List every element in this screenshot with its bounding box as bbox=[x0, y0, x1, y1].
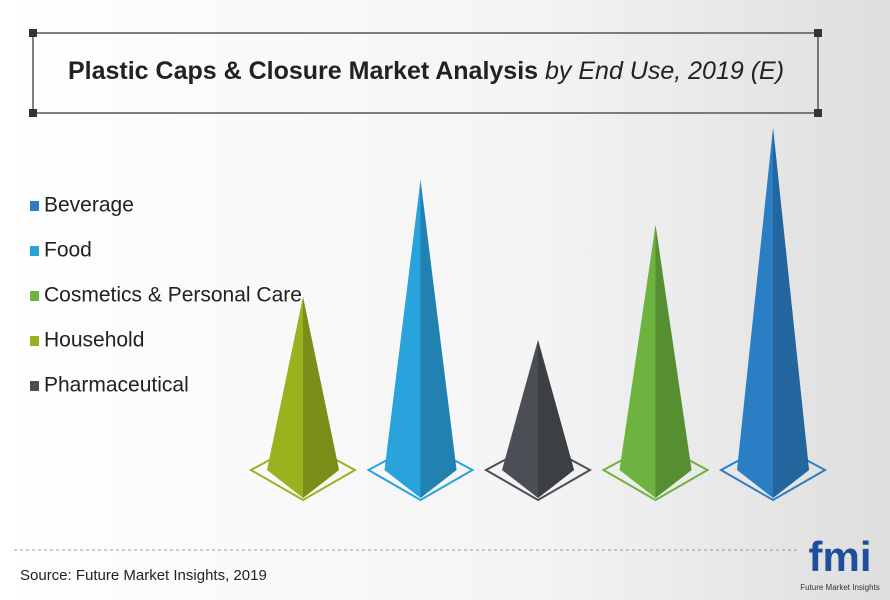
legend-swatch bbox=[30, 201, 39, 211]
source: Source: Future Market Insights, 2019 bbox=[20, 567, 267, 584]
logo: fmi bbox=[809, 533, 872, 580]
chart-subtitle: by End Use, 2019 (E) bbox=[545, 57, 784, 85]
logo-caption: Future Market Insights bbox=[800, 583, 880, 592]
pyramid-shade bbox=[773, 128, 809, 498]
legend-label: Pharmaceutical bbox=[44, 374, 189, 397]
pyramid-shade bbox=[420, 180, 457, 498]
legend-label: Beverage bbox=[44, 194, 134, 217]
pyramid-shade bbox=[655, 225, 692, 498]
legend-swatch bbox=[30, 246, 39, 256]
pyramid-shade bbox=[538, 340, 574, 498]
legend-label: Food bbox=[44, 239, 92, 262]
legend-swatch bbox=[30, 336, 39, 346]
legend-label: Household bbox=[44, 329, 144, 352]
pyramid-shade bbox=[303, 297, 339, 498]
frame-corners bbox=[29, 29, 822, 117]
title-frame bbox=[32, 32, 819, 114]
legend-swatch bbox=[30, 381, 39, 391]
legend-swatch bbox=[30, 291, 39, 301]
title-line: Plastic Caps & Closure Market Analysis b… bbox=[68, 57, 784, 85]
chart-title: Plastic Caps & Closure Market Analysis bbox=[68, 57, 538, 85]
legend-label: Cosmetics & Personal Care bbox=[44, 284, 302, 307]
